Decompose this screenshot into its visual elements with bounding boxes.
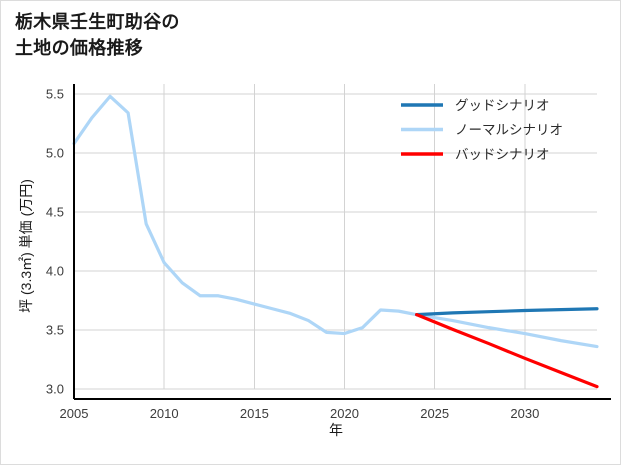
- y-tick-label: 4.0: [46, 264, 64, 279]
- x-tick-label: 2010: [150, 406, 179, 421]
- legend-label: グッドシナリオ: [455, 98, 550, 113]
- x-tick-label: 2005: [60, 406, 89, 421]
- y-axis-title: 坪 (3.3㎡) 単価 (万円): [18, 179, 34, 313]
- x-tick-label: 2020: [330, 406, 359, 421]
- y-tick-label: 3.5: [46, 323, 64, 338]
- data-series-group: [72, 94, 599, 389]
- x-axis-tick-labels: 2005 2010 2015 2020 2025 2030: [60, 406, 540, 421]
- x-axis-title: 年: [329, 422, 343, 438]
- chart-title: 栃木県壬生町助谷の 土地の価格推移: [15, 12, 180, 59]
- x-tick-label: 2030: [510, 406, 539, 421]
- legend-label: ノーマルシナリオ: [455, 123, 563, 138]
- legend-label: バッドシナリオ: [455, 147, 550, 162]
- x-tick-label: 2015: [240, 406, 269, 421]
- x-tick-label: 2025: [420, 406, 449, 421]
- axis-spines: [72, 84, 611, 401]
- y-tick-label: 3.0: [46, 382, 64, 397]
- y-tick-label: 4.5: [46, 205, 64, 220]
- y-tick-label: 5.5: [46, 87, 64, 102]
- y-axis-tick-labels: 3.0 3.5 4.0 4.5 5.0 5.5: [46, 87, 64, 397]
- y-tick-label: 5.0: [46, 146, 64, 161]
